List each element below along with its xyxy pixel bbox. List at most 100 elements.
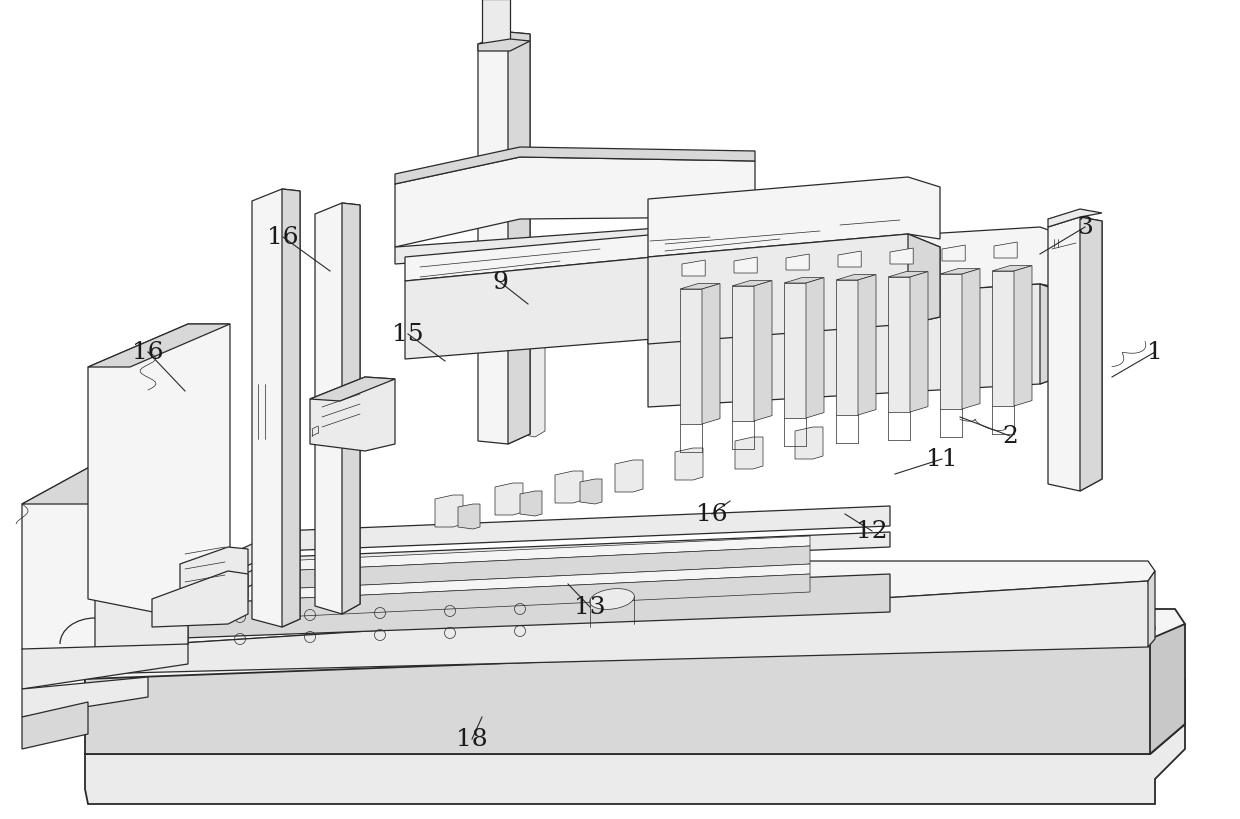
Text: 15: 15	[392, 324, 424, 346]
Polygon shape	[615, 460, 644, 492]
Polygon shape	[1014, 266, 1032, 406]
Polygon shape	[155, 532, 890, 631]
Text: 9: 9	[492, 271, 508, 294]
Polygon shape	[280, 564, 810, 600]
Polygon shape	[580, 479, 601, 505]
Polygon shape	[458, 505, 480, 529]
Text: 16: 16	[696, 503, 728, 526]
Polygon shape	[22, 464, 188, 672]
Polygon shape	[477, 40, 529, 52]
Polygon shape	[754, 281, 773, 422]
Polygon shape	[88, 324, 229, 619]
Text: 16: 16	[133, 341, 164, 364]
Polygon shape	[890, 249, 913, 265]
Polygon shape	[405, 251, 750, 360]
Polygon shape	[88, 561, 1154, 649]
Polygon shape	[88, 581, 1154, 674]
Polygon shape	[940, 274, 962, 410]
Polygon shape	[702, 284, 720, 424]
Polygon shape	[732, 281, 773, 287]
Polygon shape	[992, 272, 1014, 406]
Text: 16: 16	[267, 226, 299, 249]
Polygon shape	[680, 284, 720, 290]
Polygon shape	[795, 428, 823, 459]
Polygon shape	[310, 378, 396, 401]
Polygon shape	[520, 250, 546, 437]
Polygon shape	[22, 677, 148, 717]
Polygon shape	[1048, 210, 1102, 228]
Polygon shape	[649, 285, 1068, 408]
Polygon shape	[405, 229, 750, 282]
Polygon shape	[155, 506, 890, 607]
Polygon shape	[342, 204, 360, 614]
Polygon shape	[396, 222, 755, 265]
Polygon shape	[1040, 285, 1068, 385]
Polygon shape	[649, 178, 940, 258]
Polygon shape	[838, 251, 862, 268]
Polygon shape	[649, 235, 940, 345]
Polygon shape	[992, 266, 1032, 272]
Polygon shape	[482, 0, 510, 50]
Polygon shape	[155, 574, 890, 639]
Polygon shape	[680, 290, 702, 424]
Polygon shape	[22, 645, 188, 689]
Text: 18: 18	[456, 727, 487, 750]
Polygon shape	[806, 278, 825, 419]
Polygon shape	[280, 574, 810, 618]
Polygon shape	[962, 269, 980, 410]
Polygon shape	[784, 278, 825, 283]
Polygon shape	[994, 242, 1017, 259]
Text: 12: 12	[856, 520, 888, 543]
Polygon shape	[682, 260, 706, 277]
Polygon shape	[908, 235, 940, 324]
Polygon shape	[435, 495, 463, 527]
Polygon shape	[858, 275, 875, 415]
Polygon shape	[86, 724, 1185, 804]
Polygon shape	[396, 158, 755, 247]
Polygon shape	[153, 572, 248, 627]
Polygon shape	[836, 275, 875, 281]
Text: 2: 2	[1002, 425, 1018, 448]
Polygon shape	[675, 449, 703, 481]
Polygon shape	[1080, 218, 1102, 491]
Polygon shape	[940, 269, 980, 274]
Polygon shape	[495, 483, 523, 515]
Text: 3: 3	[1078, 216, 1092, 239]
Text: 11: 11	[926, 448, 957, 471]
Polygon shape	[490, 250, 515, 437]
Polygon shape	[784, 283, 806, 419]
Polygon shape	[735, 437, 763, 469]
Polygon shape	[1048, 218, 1102, 491]
Polygon shape	[252, 190, 300, 627]
Ellipse shape	[590, 589, 635, 609]
Polygon shape	[22, 702, 88, 749]
Polygon shape	[180, 547, 248, 607]
Polygon shape	[88, 324, 229, 368]
Polygon shape	[95, 464, 188, 672]
Polygon shape	[477, 33, 529, 445]
Polygon shape	[715, 251, 750, 335]
Polygon shape	[732, 287, 754, 422]
Text: 1: 1	[1147, 341, 1163, 364]
Polygon shape	[888, 272, 928, 278]
Polygon shape	[836, 281, 858, 415]
Polygon shape	[1149, 624, 1185, 754]
Polygon shape	[734, 258, 758, 274]
Polygon shape	[649, 228, 1068, 310]
Polygon shape	[520, 491, 542, 516]
Polygon shape	[942, 246, 965, 262]
Polygon shape	[310, 378, 396, 451]
Polygon shape	[22, 464, 188, 505]
Text: 13: 13	[574, 595, 606, 618]
Polygon shape	[396, 147, 755, 185]
Polygon shape	[910, 272, 928, 413]
Polygon shape	[280, 546, 810, 590]
Polygon shape	[86, 639, 1185, 754]
Polygon shape	[281, 190, 300, 627]
Polygon shape	[86, 609, 1185, 709]
Polygon shape	[1148, 572, 1154, 647]
Polygon shape	[280, 536, 810, 572]
Polygon shape	[888, 278, 910, 413]
Polygon shape	[508, 33, 529, 445]
Polygon shape	[556, 472, 583, 504]
